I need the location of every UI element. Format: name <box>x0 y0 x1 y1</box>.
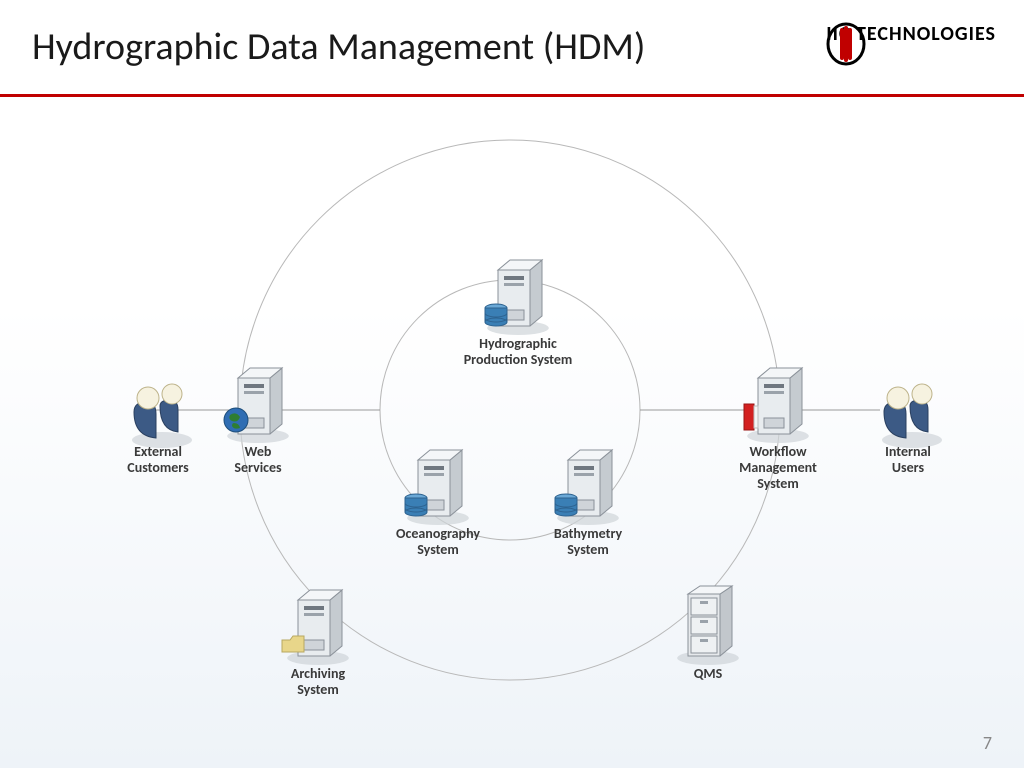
company-logo: IIC TECHNOLOGIES <box>826 22 996 46</box>
node-bathy <box>555 450 619 525</box>
label-workflow: Workflow Management System <box>703 444 853 492</box>
node-internal <box>882 384 942 448</box>
label-ocean: Oceanography System <box>363 526 513 558</box>
label-hydro: Hydrographic Production System <box>443 336 593 368</box>
logo-icon <box>826 22 866 66</box>
hdm-diagram: External CustomersWeb ServicesHydrograph… <box>60 110 960 710</box>
node-ocean <box>405 450 469 525</box>
node-archive <box>282 590 349 665</box>
label-bathy: Bathymetry System <box>513 526 663 558</box>
label-qms: QMS <box>633 666 783 682</box>
label-archive: Archiving System <box>243 666 393 698</box>
header-rule <box>0 94 1024 97</box>
node-ext-cust <box>132 384 192 448</box>
label-internal: Internal Users <box>833 444 983 476</box>
node-workflow <box>744 368 809 443</box>
node-hydro <box>485 260 549 335</box>
slide-title: Hydrographic Data Management (HDM) <box>32 24 645 70</box>
page-number: 7 <box>983 732 992 754</box>
node-qms <box>677 586 739 665</box>
label-web-svc: Web Services <box>183 444 333 476</box>
node-web-svc <box>224 368 289 443</box>
